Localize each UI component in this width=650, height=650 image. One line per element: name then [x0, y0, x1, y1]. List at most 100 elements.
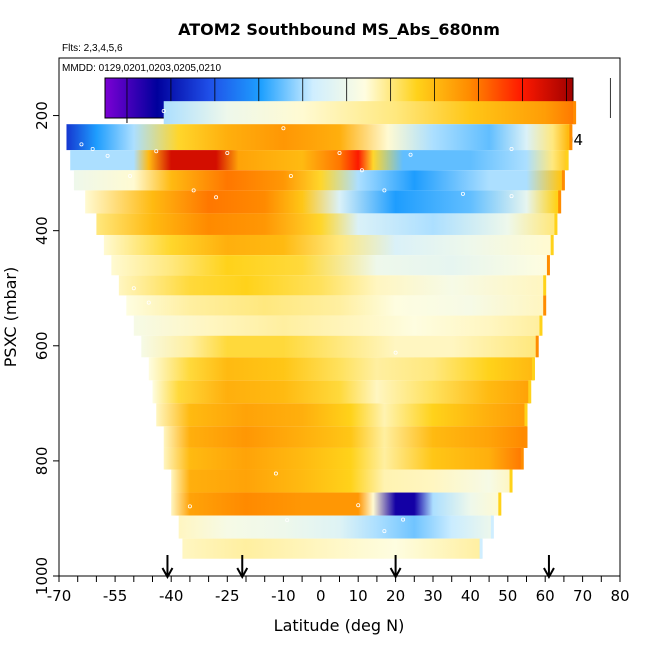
- sample-point: [356, 503, 361, 508]
- heatmap-row-edge: [531, 357, 535, 381]
- sample-point: [214, 195, 219, 200]
- x-tick-label: -10: [271, 587, 296, 605]
- heatmap-row: [118, 275, 546, 296]
- heatmap-row-edge: [524, 403, 528, 427]
- sample-point: [337, 150, 342, 155]
- x-tick-label: 80: [610, 587, 629, 605]
- x-axis: -70 -55 -40 -25 -10 0 10 20 30 40 50 60 70 80: [47, 576, 630, 605]
- x-tick-label: -25: [215, 587, 240, 605]
- heatmap-row-edge: [565, 150, 569, 171]
- x-tick-label: -40: [159, 587, 184, 605]
- y-tick-label: 400: [33, 216, 51, 245]
- heatmap-row-edge: [550, 234, 554, 256]
- heatmap-row: [133, 315, 542, 336]
- heatmap-row-edge: [561, 170, 565, 191]
- y-tick-label: 1000: [33, 557, 51, 595]
- heatmap-row: [103, 234, 553, 256]
- x-tick-label: -70: [47, 587, 72, 605]
- heatmap-row-edge: [528, 380, 532, 404]
- y-tick-label: 800: [33, 447, 51, 476]
- chart-title: ATOM2 Southbound MS_Abs_680nm: [178, 20, 500, 39]
- sample-point: [131, 286, 136, 291]
- x-tick-label: 0: [316, 587, 326, 605]
- heatmap-row: [141, 335, 538, 358]
- sample-point: [382, 188, 387, 193]
- heatmap-row-edge: [543, 275, 547, 296]
- x-tick-label: -55: [103, 587, 128, 605]
- x-tick-label: 20: [386, 587, 405, 605]
- sample-point: [146, 300, 151, 305]
- x-tick-label: 70: [573, 587, 592, 605]
- sample-point: [460, 191, 465, 196]
- x-tick-label: 30: [423, 587, 442, 605]
- heatmap-row: [171, 492, 501, 516]
- heatmap-row: [178, 515, 493, 539]
- y-tick-label: 600: [33, 331, 51, 360]
- heatmap-row: [126, 295, 546, 316]
- x-tick-label: 10: [349, 587, 368, 605]
- sample-point: [128, 173, 133, 178]
- dates-subtitle: MMDD: 0129,0201,0203,0205,0210: [62, 63, 221, 74]
- heatmap-row-edge: [569, 124, 573, 151]
- x-tick-label: 40: [461, 587, 480, 605]
- heatmap-row-edge: [546, 255, 550, 276]
- sample-point: [509, 194, 514, 199]
- heatmap-row: [163, 101, 576, 125]
- sample-point: [79, 142, 84, 147]
- sample-point: [408, 152, 413, 157]
- sample-point: [191, 188, 196, 193]
- sample-point: [187, 504, 192, 509]
- heatmap-row: [163, 447, 523, 470]
- heatmap-row-edge: [498, 492, 502, 516]
- y-axis: 200 400 600 800 1000: [33, 101, 59, 595]
- x-axis-label: Latitude (deg N): [274, 616, 405, 635]
- heatmap-row-edge: [558, 190, 562, 214]
- heatmap-row: [148, 357, 534, 381]
- arrow-head: [543, 567, 555, 580]
- sample-point: [225, 150, 230, 155]
- heatmap-row-edge: [554, 213, 558, 235]
- sample-point: [105, 153, 110, 158]
- x-tick-label: 60: [536, 587, 555, 605]
- sample-point: [509, 146, 514, 151]
- heatmap-row-edge: [539, 315, 543, 336]
- sample-point: [273, 471, 278, 476]
- sample-point: [382, 529, 387, 534]
- sample-point: [161, 108, 166, 113]
- sample-point: [281, 126, 286, 131]
- sample-point: [393, 350, 398, 355]
- heatmap-row-edge: [490, 515, 494, 539]
- heatmap-row: [163, 426, 527, 448]
- heatmap-row: [66, 124, 572, 151]
- sample-point: [401, 517, 406, 522]
- sample-point: [154, 149, 159, 154]
- heatmap-row: [85, 190, 561, 214]
- arrow-head: [161, 567, 174, 580]
- y-tick-label: 200: [33, 101, 51, 130]
- heatmap-row-edge: [543, 295, 547, 316]
- sample-point: [359, 168, 364, 173]
- heatmap-row-edge: [535, 335, 539, 358]
- heatmap-row: [96, 213, 557, 235]
- sample-point: [90, 146, 95, 151]
- y-axis-label: PSXC (mbar): [1, 267, 20, 367]
- flight-arrows: [161, 555, 555, 580]
- heatmap-row-edge: [573, 101, 577, 125]
- heatmap-row: [111, 255, 549, 276]
- sample-point: [285, 518, 290, 523]
- heatmap-row: [182, 538, 482, 559]
- arrow-head: [389, 567, 402, 580]
- scatter-points: [79, 108, 514, 534]
- heatmap-row: [70, 150, 568, 171]
- heatmap-row-edge: [479, 538, 483, 559]
- heatmap-row-edge: [509, 469, 513, 493]
- sample-point: [288, 173, 293, 178]
- heatmap-row: [156, 403, 527, 427]
- heatmap-row: [73, 170, 564, 191]
- flights-subtitle: Flts: 2,3,4,5,6: [62, 43, 123, 54]
- heatmap-row: [171, 469, 512, 493]
- x-tick-label: 50: [498, 587, 517, 605]
- heatmap-row-edge: [520, 447, 524, 470]
- heatmap-row: [152, 380, 531, 404]
